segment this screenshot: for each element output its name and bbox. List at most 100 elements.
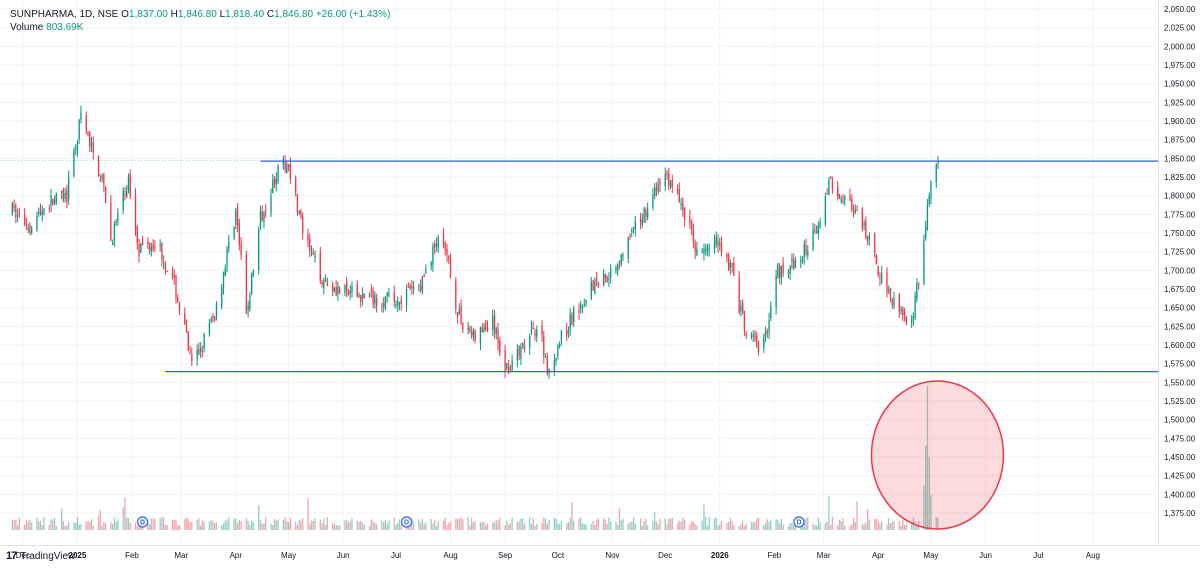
volume-bar xyxy=(338,525,341,530)
volume-bar xyxy=(861,524,864,530)
volume-bar xyxy=(238,519,241,530)
volume-bar xyxy=(111,523,114,530)
candle-body xyxy=(215,304,218,318)
candle-body xyxy=(608,278,610,280)
candle-body xyxy=(541,325,543,336)
volume-bar xyxy=(493,522,496,530)
volume-bar xyxy=(307,497,309,530)
tradingview-brand[interactable]: 17 TradingView xyxy=(6,550,75,562)
candle-body xyxy=(815,230,818,234)
time-axis[interactable]: Dec 2025 Feb Mar Apr May Jun Jul Aug Sep Oct Nov Dec… xyxy=(0,545,1200,561)
volume-bar xyxy=(756,518,758,530)
candle-body xyxy=(23,214,26,224)
candle-body xyxy=(97,155,100,177)
candle-body xyxy=(208,323,211,334)
candle-body xyxy=(493,315,496,334)
candle-body xyxy=(159,244,161,246)
candle-body xyxy=(826,193,828,195)
volume-bar xyxy=(386,523,388,530)
volume-bar xyxy=(224,520,226,530)
candle-body xyxy=(124,193,126,196)
volume-bar xyxy=(615,521,617,530)
volume-bar xyxy=(201,520,204,530)
volume-bar xyxy=(595,519,598,530)
volume-bar xyxy=(655,521,658,530)
candle-body xyxy=(361,292,364,300)
candle-body xyxy=(309,238,311,251)
time-tick-label: Apr xyxy=(872,551,885,560)
volume-bar xyxy=(347,522,350,530)
volume-bar xyxy=(275,520,277,530)
volume-bar xyxy=(448,523,450,530)
volume-bar xyxy=(43,517,45,530)
candle-body xyxy=(678,188,680,202)
candle-body xyxy=(930,180,932,199)
candle-body xyxy=(161,243,163,260)
candle-body xyxy=(164,264,167,271)
candle-body xyxy=(384,296,387,309)
volume-bar xyxy=(731,520,733,530)
candle-body xyxy=(163,262,165,264)
candle-body xyxy=(861,209,864,229)
volume-label[interactable]: Volume xyxy=(10,22,44,33)
volume-bar xyxy=(726,523,728,530)
candle-body xyxy=(171,272,174,276)
open-value: 1,837.00 xyxy=(128,9,168,20)
candle-body xyxy=(64,193,66,199)
price-tick-label: 1,525.00 xyxy=(1164,397,1196,406)
price-tick-label: 2,050.00 xyxy=(1164,5,1196,14)
candle-body xyxy=(764,331,767,337)
candle-body xyxy=(529,335,531,348)
candle-body xyxy=(222,272,225,289)
candle-body xyxy=(307,234,309,241)
candle-body xyxy=(592,280,594,291)
price-axis[interactable]: 2,050.00 2,025.00 2,000.00 1,975.00 1,950.00… xyxy=(1158,0,1200,545)
volume-bar xyxy=(891,521,893,530)
volume-bar xyxy=(360,520,362,530)
volume-bar xyxy=(298,519,300,530)
volume-bar xyxy=(791,522,793,530)
candle-body xyxy=(581,307,584,309)
candle-body xyxy=(78,120,80,140)
volume-bar xyxy=(546,523,548,530)
volume-bar xyxy=(553,517,556,530)
volume-bar xyxy=(664,518,666,530)
candle-body xyxy=(122,190,124,211)
candle-body xyxy=(66,189,68,202)
candle-body xyxy=(141,241,144,245)
volume-bar xyxy=(73,522,75,530)
candle-body xyxy=(337,286,339,295)
candle-body xyxy=(13,204,15,208)
volume-bar xyxy=(889,523,892,530)
candle-body xyxy=(397,300,399,306)
volume-bar xyxy=(608,517,610,530)
candle-body xyxy=(85,115,87,131)
volume-bar xyxy=(856,501,858,530)
volume-bar xyxy=(580,517,582,530)
volume-bar xyxy=(215,522,218,530)
candle-body xyxy=(103,173,105,185)
candle-body xyxy=(310,250,313,252)
volume-bar xyxy=(893,520,895,530)
candle-body xyxy=(763,336,765,349)
candle-body xyxy=(442,233,445,245)
candle-body xyxy=(778,266,781,278)
candle-body xyxy=(233,226,235,238)
volume-bar xyxy=(705,517,707,530)
symbol-info[interactable]: SUNPHARMA, 1D, NSE xyxy=(10,9,119,20)
volume-bar xyxy=(643,521,645,530)
candle-body xyxy=(111,242,114,245)
candle-body xyxy=(840,198,842,202)
candle-body xyxy=(610,268,612,278)
volume-bar xyxy=(581,523,584,530)
time-tick-label: Mar xyxy=(174,551,188,560)
horizontal-lines[interactable]: 1,564.361,846.271,846.80 xyxy=(0,145,1200,378)
volume-bar xyxy=(676,523,679,530)
candle-body xyxy=(199,347,202,352)
candle-body xyxy=(757,346,760,352)
volume-bar xyxy=(548,520,550,530)
price-tick-label: 1,950.00 xyxy=(1164,80,1196,89)
